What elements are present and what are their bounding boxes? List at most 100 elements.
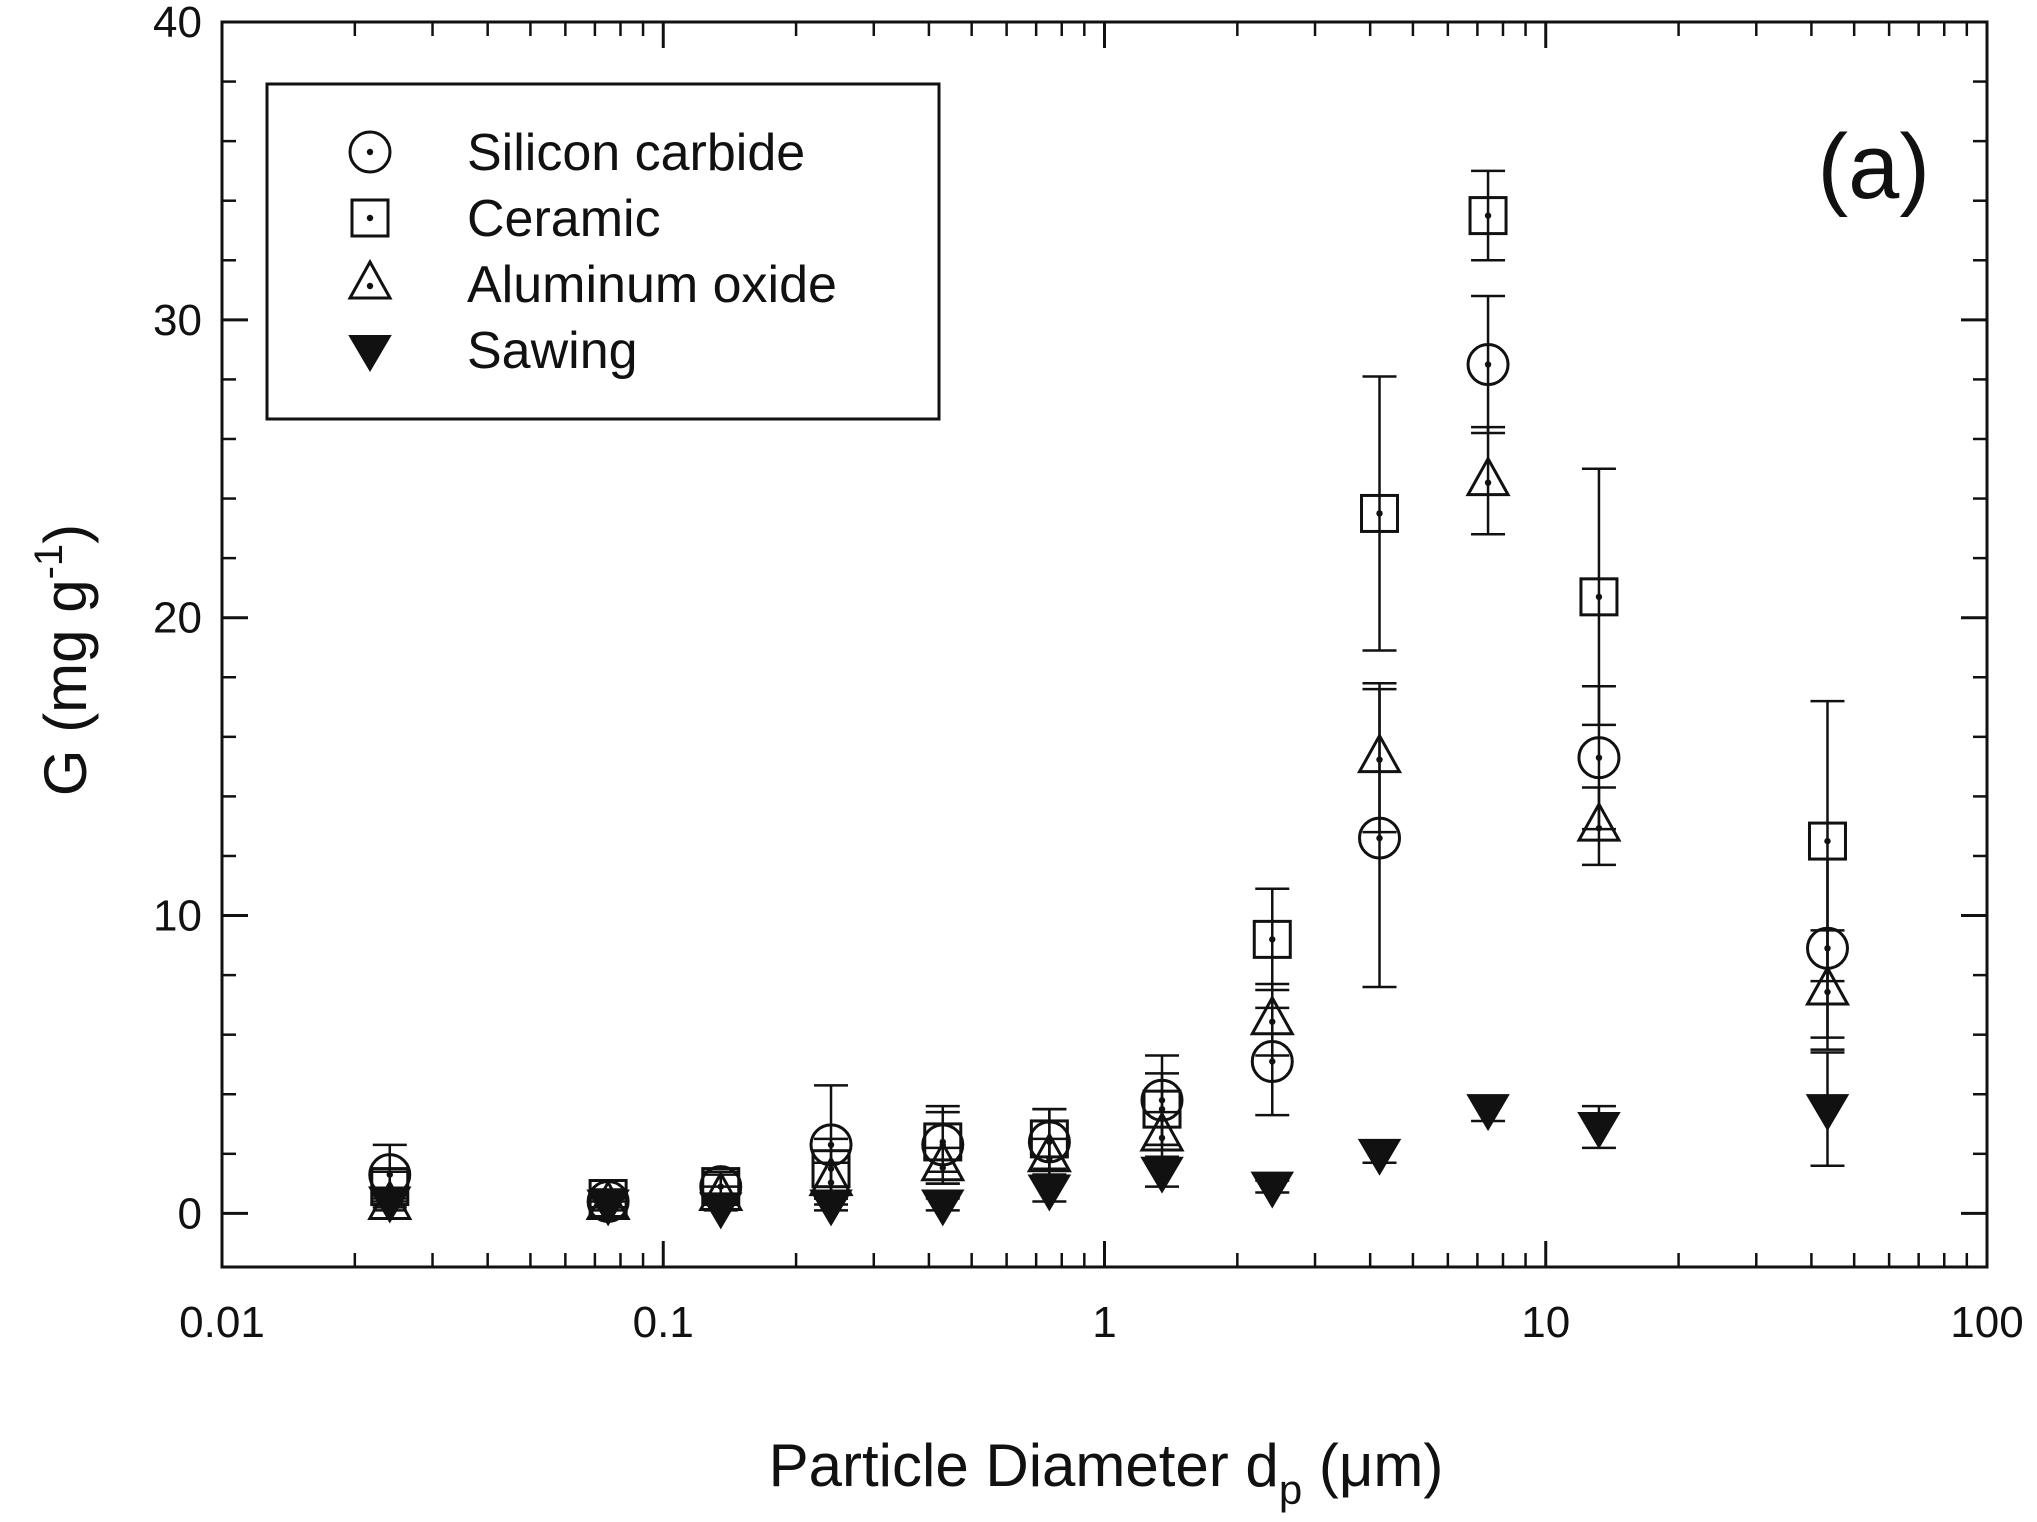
marker-square (1252, 919, 1292, 959)
marker-square (1360, 493, 1400, 533)
legend-marker-sawing (348, 335, 392, 372)
data-point-sawing (921, 1189, 965, 1227)
marker-dot (366, 148, 374, 156)
y-tick-label: 20 (153, 594, 202, 643)
marker-dot (939, 1164, 946, 1171)
marker-triangle (1465, 455, 1511, 497)
marker-triangle (1139, 1110, 1185, 1152)
marker-triangle-down (809, 1189, 853, 1227)
marker-square (1579, 577, 1619, 617)
marker-triangle (920, 1140, 966, 1182)
data-point-sawing (699, 1192, 743, 1230)
data-point-ceramic (1468, 196, 1508, 236)
marker-triangle-down (1357, 1138, 1402, 1176)
marker-triangle-down (1140, 1156, 1184, 1194)
y-tick-label: 30 (153, 296, 202, 345)
legend-label-aluminum-oxide: Aluminum oxide (467, 256, 837, 314)
marker-triangle-down (1466, 1094, 1510, 1132)
marker-dot (1595, 754, 1603, 761)
x-tick-label: 10 (1521, 1298, 1570, 1347)
marker-dot (1269, 936, 1276, 943)
data-point-silicon-carbide (1466, 343, 1510, 387)
panel-label: (a) (1818, 116, 1930, 218)
marker-dot (1046, 1155, 1053, 1162)
data-point-aluminum-oxide (1026, 1131, 1072, 1173)
y-axis-title-superscript: -1 (27, 544, 71, 580)
marker-triangle-down (368, 1186, 412, 1224)
marker-dot (1824, 837, 1831, 845)
y-tick-label: 10 (153, 892, 202, 941)
data-point-sawing (1357, 1138, 1402, 1176)
x-axis-title-subscript: p (1279, 1466, 1302, 1513)
series-sawing (368, 1051, 1850, 1230)
data-point-sawing (1027, 1174, 1072, 1212)
marker-dot (366, 282, 374, 290)
data-point-silicon-carbide (1577, 736, 1621, 780)
marker-dot (1269, 1058, 1276, 1065)
marker-dot (1484, 361, 1492, 368)
marker-triangle (1576, 801, 1622, 842)
data-point-sawing (1250, 1171, 1295, 1209)
series-silicon-carbide (368, 294, 1849, 1223)
data-point-ceramic (1252, 919, 1292, 959)
marker-dot (1824, 988, 1831, 996)
marker-triangle-down (1805, 1094, 1850, 1132)
marker-dot (1595, 824, 1603, 832)
plot-area (367, 169, 1851, 1230)
marker-dot (1484, 479, 1492, 486)
axes: 0.01 0.1 1 10 100 0 10 20 30 40 (153, 0, 2024, 1347)
data-point-aluminum-oxide (1249, 994, 1295, 1036)
marker-dot (1376, 756, 1383, 763)
x-tick-label: 1 (1092, 1298, 1116, 1347)
marker-square (1807, 821, 1847, 861)
marker-triangle (347, 258, 393, 300)
marker-dot (1158, 1134, 1166, 1142)
legend-marker-silicon-carbide (348, 130, 392, 174)
data-point-sawing (586, 1189, 630, 1227)
data-point-aluminum-oxide (920, 1140, 966, 1182)
legend-marker-aluminum-oxide (347, 258, 393, 300)
data-point-aluminum-oxide (1804, 964, 1851, 1006)
data-point-sawing (1577, 1112, 1621, 1149)
x-tick-label: 0.1 (633, 1298, 694, 1347)
x-axis-title-unit: (μm) (1302, 1432, 1443, 1499)
data-point-aluminum-oxide (1139, 1110, 1185, 1152)
marker-triangle-down (699, 1192, 743, 1230)
marker-triangle-down (586, 1189, 630, 1227)
marker-dot (1158, 1105, 1166, 1113)
marker-dot (827, 1179, 835, 1186)
legend-label-silicon-carbide: Silicon carbide (467, 124, 805, 182)
marker-dot (1484, 212, 1492, 219)
marker-triangle (1249, 994, 1295, 1036)
marker-triangle-down (1250, 1171, 1295, 1209)
legend-box (265, 82, 941, 421)
legend-marker-ceramic (350, 198, 390, 238)
marker-dot (1595, 593, 1603, 601)
y-axis-title: G (mg g-1) (27, 524, 99, 796)
marker-triangle (1026, 1131, 1072, 1173)
legend-label-sawing: Sawing (467, 322, 638, 380)
marker-circle (348, 130, 392, 174)
marker-dot (1269, 1018, 1276, 1025)
marker-square (1468, 196, 1508, 236)
data-point-sawing (809, 1189, 853, 1227)
legend: Silicon carbide Ceramic Aluminum oxide Sawi… (265, 82, 941, 421)
y-tick-label: 0 (178, 1189, 202, 1238)
data-point-aluminum-oxide (1465, 455, 1511, 497)
data-point-ceramic (1807, 821, 1847, 861)
marker-triangle-down (1027, 1174, 1072, 1212)
marker-square (350, 198, 390, 238)
data-point-aluminum-oxide (1576, 801, 1622, 842)
series-aluminum-oxide (367, 425, 1851, 1220)
marker-triangle-down (921, 1189, 965, 1227)
marker-circle (1577, 736, 1621, 780)
x-tick-label: 0.01 (179, 1298, 265, 1347)
legend-label-ceramic: Ceramic (467, 190, 661, 248)
marker-triangle-down (1577, 1112, 1621, 1149)
x-axis-title: Particle Diameter dp (μm) (769, 1432, 1444, 1513)
data-point-sawing (1140, 1156, 1184, 1194)
marker-dot (1376, 834, 1383, 842)
marker-triangle-down (348, 335, 392, 372)
marker-dot (1376, 510, 1383, 517)
